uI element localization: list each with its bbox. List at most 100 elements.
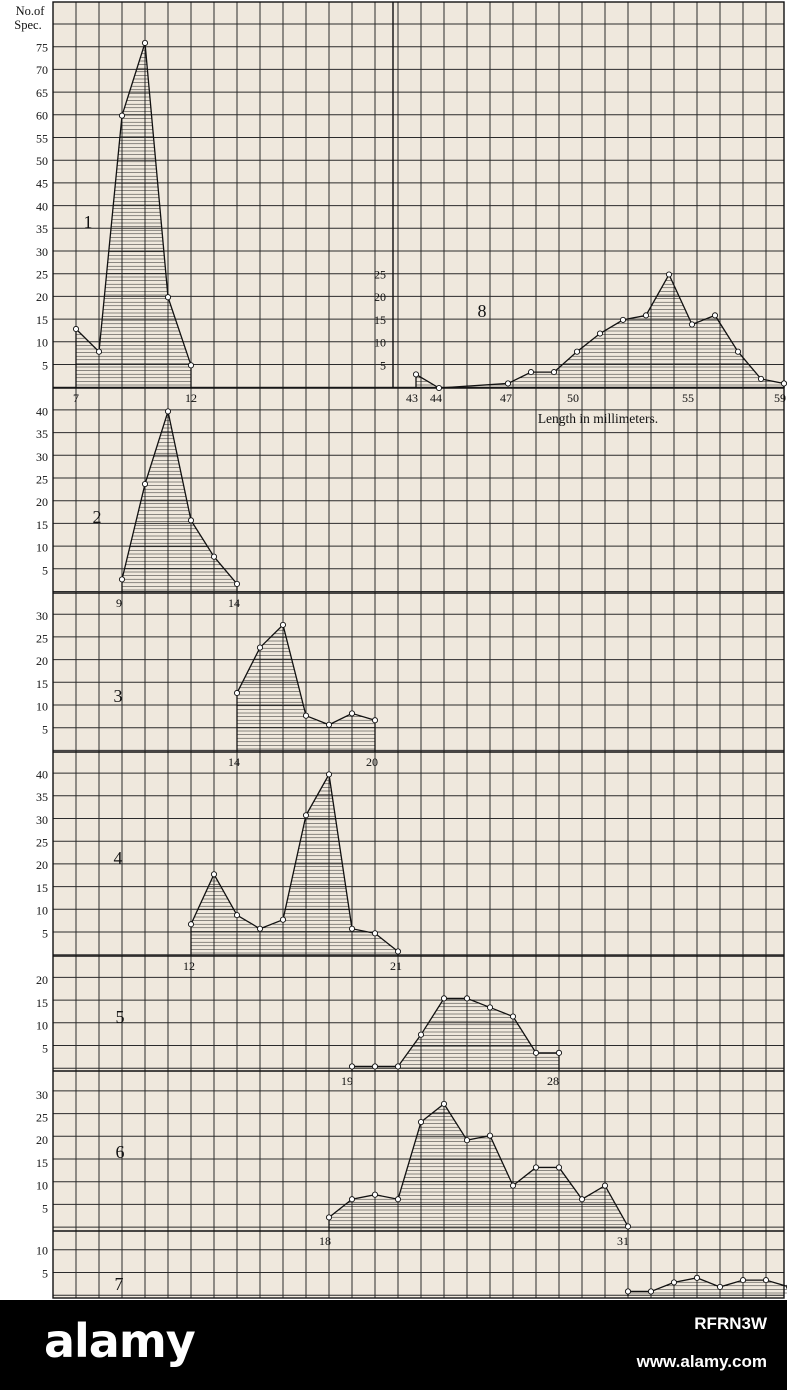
panel-8-point-10: [688, 321, 696, 328]
panel-4-ytick-1: 10: [36, 904, 48, 918]
panel-6-xtick-1: 31: [617, 1234, 629, 1248]
panel-1-ytick-2: 15: [36, 313, 48, 327]
panel-2-ytick-6: 35: [36, 427, 48, 441]
panel-1-ytick-13: 70: [36, 63, 48, 77]
panel-2-series-line: [121, 408, 238, 585]
panel-1-point-5: [187, 362, 195, 369]
panel-5-ytick-0: 5: [42, 1041, 48, 1055]
panel-1-xtick-1: 12: [185, 391, 197, 405]
panel-1-ytick-12: 65: [36, 86, 48, 100]
panel-1-label: 1: [84, 212, 93, 232]
watermark-image-code: RFRN3W: [694, 1314, 767, 1333]
panel-1-ytick-8: 45: [36, 177, 48, 191]
panel-2-xtick-1: 14: [228, 596, 240, 610]
panel-3-point-6: [371, 717, 379, 724]
panel-8-label: 8: [478, 301, 487, 321]
panel-6-point-4: [417, 1118, 425, 1126]
panel-3-ytick-2: 15: [36, 677, 48, 691]
panel-1-ytick-3: 20: [36, 290, 48, 304]
panel-3-label: 3: [114, 686, 123, 706]
panel-6-point-11: [578, 1196, 586, 1203]
panel-4-ytick-7: 40: [36, 767, 48, 781]
panel-4-point-5: [302, 812, 310, 819]
panel-3-point-3: [302, 712, 310, 719]
panel-1-ytick-10: 55: [36, 131, 48, 145]
panel-6-xtick-0: 18: [319, 1234, 331, 1248]
y-axis-label-line1: No.of: [16, 4, 46, 18]
panel-8-xtick-2: 47: [500, 391, 512, 405]
panel-5-ytick-2: 15: [36, 996, 48, 1010]
panel-4-ytick-5: 30: [36, 813, 48, 827]
panel-2-point-5: [233, 580, 241, 587]
panel-5-ytick-1: 10: [36, 1019, 48, 1033]
panel-5-point-4: [440, 995, 448, 1002]
panel-7-point-0: [624, 1288, 632, 1295]
panel-4-point-1: [210, 871, 218, 878]
panel-7: 5 10 7: [36, 1244, 787, 1296]
panel-8-xtick-5: 59: [774, 391, 786, 405]
panel-6-point-0: [325, 1214, 333, 1221]
panel-8-xtick-1: 44: [430, 391, 442, 405]
panel-8-xtick-4: 55: [682, 391, 694, 405]
panel-7-point-2: [670, 1279, 678, 1286]
panel-5-point-8: [532, 1049, 540, 1056]
panel-7-point-5: [739, 1277, 747, 1284]
watermark-bar: alamy RFRN3W www.alamy.com: [0, 1300, 787, 1390]
panel-8-point-7: [619, 316, 627, 323]
panel-8-ytick-3: 20: [374, 290, 386, 304]
panel-1-series-line: [75, 42, 192, 366]
panel-2-ytick-5: 30: [36, 450, 48, 464]
panel-6-ytick-3: 20: [36, 1133, 48, 1147]
panel-1-ytick-14: 75: [36, 41, 48, 55]
panel-8-point-8: [642, 312, 650, 319]
panel-6-label: 6: [116, 1142, 125, 1162]
panel-8-point-1: [435, 384, 443, 392]
panel-4-xtick-1: 21: [390, 959, 402, 973]
panel-5-xtick-0: 19: [341, 1074, 353, 1088]
panel-8-point-6: [596, 330, 604, 337]
panel-6-point-1: [348, 1196, 356, 1203]
panel-2-label: 2: [93, 507, 102, 527]
panel-6-point-9: [532, 1164, 540, 1171]
panel-5-point-5: [463, 995, 471, 1002]
panel-1-ytick-11: 60: [36, 109, 48, 123]
panel-5-series-line: [352, 997, 559, 1068]
panel-8-ytick-4: 25: [374, 268, 386, 282]
panel-3-xtick-0: 14: [228, 755, 240, 769]
panel-6-point-2: [371, 1191, 379, 1198]
panel-4-xtick-0: 12: [183, 959, 195, 973]
watermark-url: www.alamy.com: [636, 1352, 767, 1371]
panel-3-point-4: [325, 721, 333, 728]
panel-4-series-line: [190, 772, 399, 952]
panel-2-point-4: [210, 553, 218, 560]
panel-7-point-4: [716, 1283, 724, 1290]
panel-1-ytick-0: 5: [42, 358, 48, 372]
panel-2-ytick-0: 5: [42, 563, 48, 577]
panel-6-ytick-1: 10: [36, 1179, 48, 1193]
panel-8-point-2: [504, 380, 512, 387]
panel-3-ytick-1: 10: [36, 700, 48, 714]
panel-4-ytick-6: 35: [36, 790, 48, 804]
panel-6-point-5: [440, 1100, 448, 1107]
panel-6-series-line: [328, 1102, 629, 1227]
panel-4-point-2: [233, 912, 241, 919]
panel-1-point-0: [72, 325, 80, 333]
panel-4-ytick-3: 20: [36, 858, 48, 872]
panel-4-point-3: [256, 925, 264, 932]
panel-1-point-1: [95, 348, 103, 355]
panel-7-ytick-0: 5: [42, 1266, 48, 1280]
panel-2-ytick-1: 10: [36, 541, 48, 555]
panel-1-ytick-9: 50: [36, 154, 48, 168]
panel-4-label: 4: [114, 848, 123, 868]
panel-4-ytick-2: 15: [36, 881, 48, 895]
figure-frame: [52, 1, 785, 1299]
panel-7-point-3: [693, 1274, 701, 1281]
panel-2-point-3: [187, 517, 195, 524]
panel-3-point-2: [279, 621, 287, 628]
panel-7-point-1: [647, 1288, 655, 1295]
panel-4-point-6: [325, 771, 333, 778]
panel-8-point-9: [665, 271, 673, 278]
panel-2-ytick-7: 40: [36, 404, 48, 418]
panel-8-point-0: [412, 371, 420, 378]
panel-3-point-5: [348, 710, 356, 717]
